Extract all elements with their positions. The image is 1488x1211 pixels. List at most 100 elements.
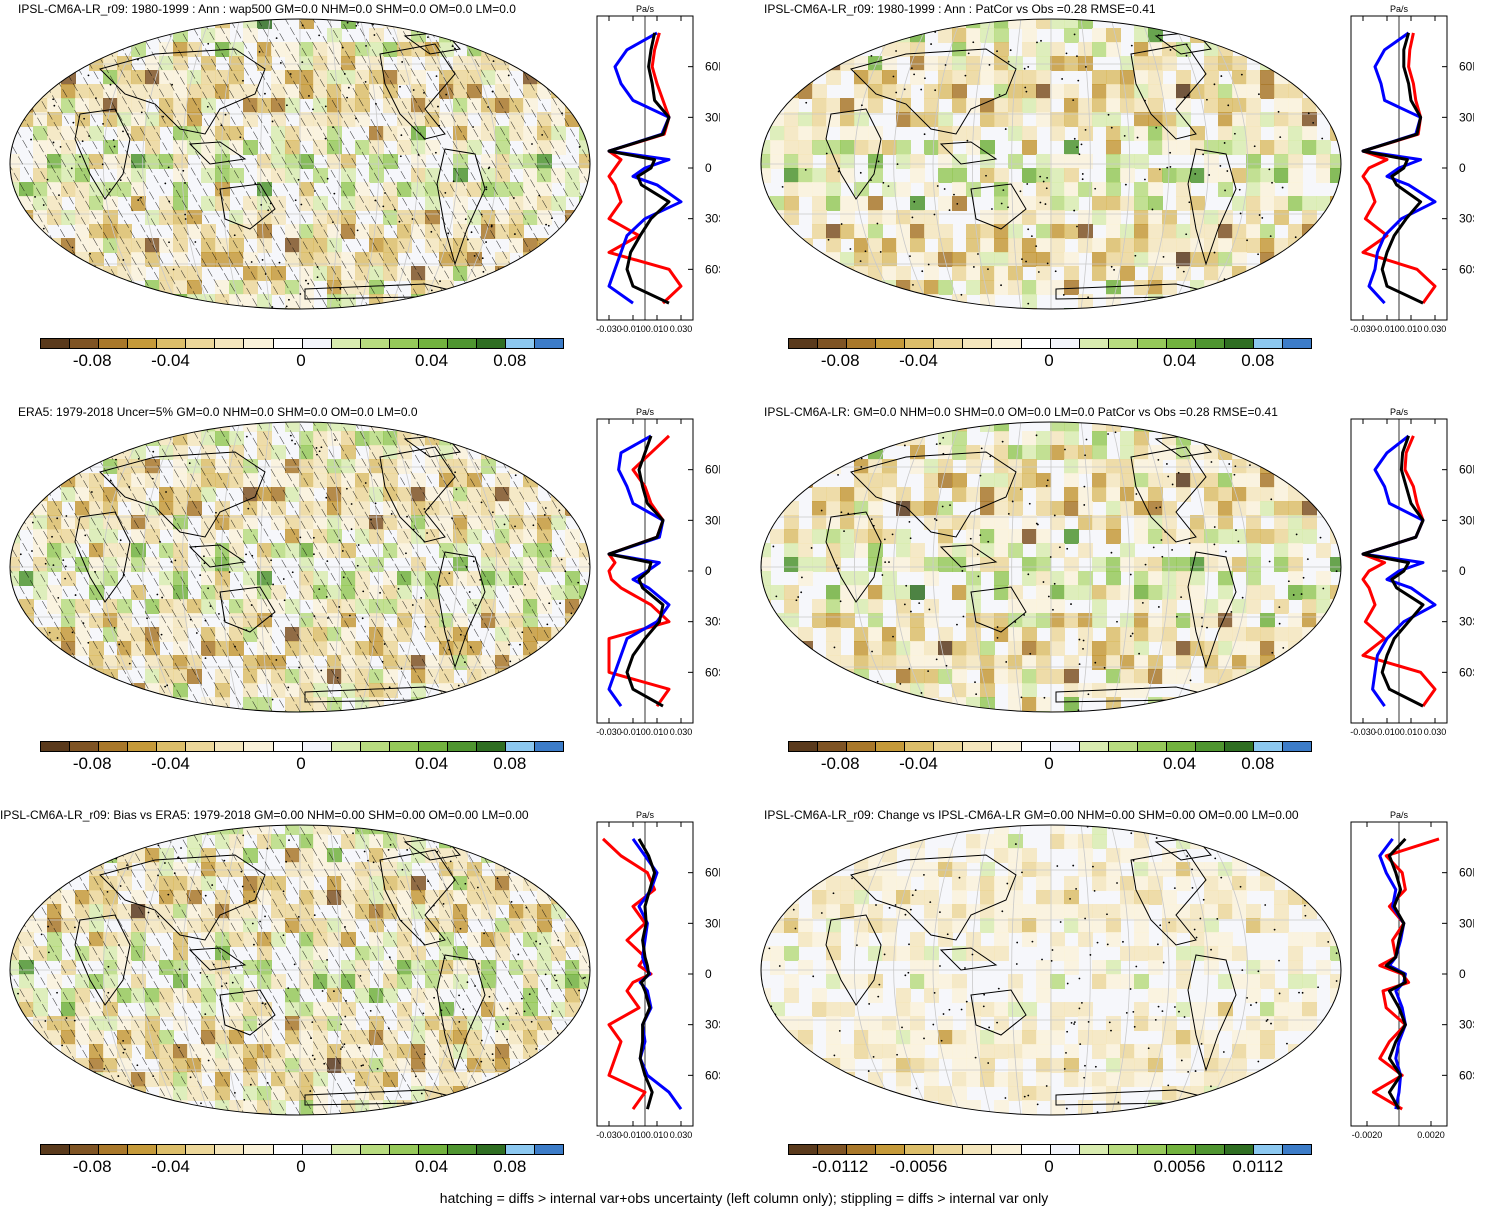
map-cell	[1022, 42, 1037, 57]
map-cell	[33, 1072, 48, 1087]
map-cell	[1218, 599, 1233, 614]
map-cell	[1218, 825, 1233, 835]
zonal-unit-label: Pa/s	[636, 4, 655, 14]
map-cell	[840, 140, 855, 155]
map-cell	[896, 627, 911, 642]
map-cell	[812, 445, 827, 460]
map-cell	[980, 70, 995, 85]
map-cell	[770, 1044, 785, 1059]
map-cell	[882, 84, 897, 99]
zonal-series-line-black	[637, 838, 657, 1110]
map-cell	[1022, 932, 1037, 947]
map-cell	[994, 28, 1009, 43]
map-cell	[761, 98, 771, 113]
map-cell	[938, 19, 953, 29]
map-cell	[1288, 848, 1303, 863]
map-cell	[770, 459, 785, 474]
map-cell	[1260, 252, 1275, 267]
map-cell	[784, 1114, 799, 1115]
map-cell	[75, 848, 90, 863]
map-cell	[1302, 487, 1317, 502]
map-cell	[1302, 196, 1317, 211]
map-cell	[1106, 641, 1121, 656]
map-cell	[495, 825, 510, 835]
map-cell	[551, 1044, 566, 1059]
map-cell	[1176, 1058, 1191, 1073]
map-cell	[1288, 932, 1303, 947]
map-cell	[761, 140, 771, 155]
map-cell	[770, 56, 785, 71]
map-cell	[854, 890, 869, 905]
map-cell	[994, 431, 1009, 446]
map-cell	[924, 1114, 939, 1115]
map-cell	[1218, 84, 1233, 99]
map-cell	[938, 1086, 953, 1101]
map-cell	[980, 252, 995, 267]
map-cell	[1092, 445, 1107, 460]
map-cell	[1232, 56, 1247, 71]
map-cell	[896, 422, 911, 432]
map-cell	[1008, 473, 1023, 488]
map-cell	[1148, 557, 1163, 572]
map-cell	[1190, 168, 1205, 183]
map-cell	[1008, 501, 1023, 516]
map-cell	[1162, 42, 1177, 57]
map-cell	[1134, 210, 1149, 225]
map-cell	[47, 697, 62, 712]
map-cell	[1106, 98, 1121, 113]
colorbar-label: 0	[296, 351, 306, 370]
map-cell	[1022, 252, 1037, 267]
map-cell	[1302, 501, 1317, 516]
map-cell	[938, 557, 953, 572]
map-cell	[1190, 308, 1205, 309]
map-cell	[425, 697, 440, 712]
map-cell	[994, 501, 1009, 516]
zonal-x-tick-label: 0.010	[646, 727, 669, 737]
map-cell	[1204, 862, 1219, 877]
map-cell	[10, 1114, 20, 1115]
map-cell	[1218, 1114, 1233, 1115]
map-cell	[1050, 126, 1065, 141]
map-cell	[1288, 19, 1303, 29]
map-cell	[425, 422, 440, 432]
map-cell	[1050, 56, 1065, 71]
map-cell	[980, 154, 995, 169]
map-cell	[33, 697, 48, 712]
map-cell	[854, 876, 869, 891]
colorbar-labels: -0.08 -0.04 0 0.04 0.08	[40, 1157, 562, 1179]
map-cell	[994, 515, 1009, 530]
map-cell	[509, 445, 524, 460]
map-cell	[826, 543, 841, 558]
map-cell	[882, 697, 897, 712]
map-cell	[1148, 1072, 1163, 1087]
map-cell	[1288, 168, 1303, 183]
map-cell	[453, 28, 468, 43]
map-cell	[1092, 960, 1107, 975]
map-cell	[812, 988, 827, 1003]
map-cell	[1036, 56, 1051, 71]
map-cell	[1050, 182, 1065, 197]
map-cell	[980, 655, 995, 670]
map-cell	[770, 224, 785, 239]
map-cell	[1246, 445, 1261, 460]
map-cell	[551, 473, 566, 488]
map-cell	[1302, 1072, 1317, 1087]
map-cell	[896, 154, 911, 169]
map-cell	[33, 1058, 48, 1073]
colorbar-label: -0.04	[899, 351, 938, 370]
map-cell	[994, 487, 1009, 502]
zonal-x-tick-label: 0.030	[1424, 727, 1447, 737]
map-cell	[854, 1030, 869, 1045]
map-cell	[784, 168, 799, 183]
map-cell	[1050, 154, 1065, 169]
map-cell	[1050, 210, 1065, 225]
zonal-y-tick-label: 30N	[705, 916, 720, 930]
map-cell	[1190, 210, 1205, 225]
map-cell	[784, 422, 799, 432]
map-cell	[1260, 196, 1275, 211]
map-cell	[1218, 627, 1233, 642]
map-cell	[1232, 711, 1247, 712]
map-cell	[1162, 224, 1177, 239]
map-cell	[383, 1114, 398, 1115]
